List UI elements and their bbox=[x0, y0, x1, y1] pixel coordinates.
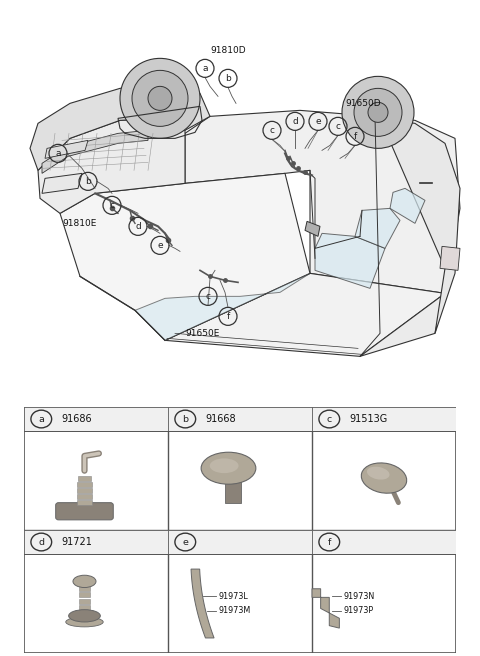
Polygon shape bbox=[305, 221, 320, 236]
Polygon shape bbox=[45, 140, 88, 158]
Polygon shape bbox=[390, 188, 425, 223]
Text: 91810E: 91810E bbox=[62, 219, 96, 228]
Text: a: a bbox=[38, 415, 44, 424]
Text: f: f bbox=[353, 132, 357, 141]
Bar bbox=[312, 530, 456, 554]
Text: 91686: 91686 bbox=[61, 414, 92, 424]
Text: d: d bbox=[135, 222, 141, 231]
Bar bbox=[79, 605, 90, 609]
FancyBboxPatch shape bbox=[56, 502, 113, 520]
Circle shape bbox=[148, 87, 172, 110]
Text: a: a bbox=[55, 149, 61, 158]
Bar bbox=[24, 530, 168, 554]
Text: 91650D: 91650D bbox=[345, 99, 381, 108]
Text: 91810D: 91810D bbox=[210, 46, 246, 55]
Text: a: a bbox=[202, 64, 208, 73]
Text: c: c bbox=[327, 415, 332, 424]
Circle shape bbox=[342, 76, 414, 148]
Text: b: b bbox=[85, 177, 91, 186]
Text: 91973L: 91973L bbox=[218, 592, 248, 601]
Bar bbox=[79, 580, 90, 585]
Bar bbox=[79, 586, 90, 591]
Polygon shape bbox=[42, 173, 82, 194]
Polygon shape bbox=[185, 110, 460, 293]
Text: f: f bbox=[327, 537, 331, 546]
Bar bbox=[79, 598, 90, 604]
Text: d: d bbox=[38, 537, 44, 546]
Text: 91650E: 91650E bbox=[185, 329, 219, 338]
Polygon shape bbox=[440, 247, 460, 270]
Ellipse shape bbox=[73, 575, 96, 588]
Bar bbox=[77, 500, 92, 505]
Polygon shape bbox=[315, 234, 385, 289]
Bar bbox=[24, 407, 168, 432]
Text: c: c bbox=[109, 201, 115, 210]
Text: 91973N: 91973N bbox=[344, 592, 375, 601]
Ellipse shape bbox=[367, 466, 390, 480]
Polygon shape bbox=[60, 173, 310, 340]
Polygon shape bbox=[360, 268, 450, 356]
Bar bbox=[168, 407, 312, 432]
Ellipse shape bbox=[69, 609, 100, 622]
Text: c: c bbox=[205, 292, 211, 301]
Bar bbox=[77, 488, 92, 493]
Ellipse shape bbox=[66, 617, 103, 627]
Bar bbox=[77, 482, 92, 487]
Text: e: e bbox=[182, 537, 188, 546]
Polygon shape bbox=[355, 209, 400, 249]
Polygon shape bbox=[135, 274, 310, 340]
Ellipse shape bbox=[201, 452, 256, 484]
Polygon shape bbox=[312, 589, 339, 628]
Polygon shape bbox=[30, 83, 210, 171]
Text: e: e bbox=[157, 241, 163, 250]
Text: e: e bbox=[315, 117, 321, 126]
Bar bbox=[168, 530, 312, 554]
Circle shape bbox=[120, 58, 200, 138]
Bar bbox=[78, 476, 91, 480]
Circle shape bbox=[354, 89, 402, 136]
Text: 91973M: 91973M bbox=[218, 606, 251, 615]
Bar bbox=[312, 407, 456, 432]
Polygon shape bbox=[42, 131, 148, 173]
Polygon shape bbox=[191, 569, 214, 638]
Text: d: d bbox=[292, 117, 298, 126]
Bar bbox=[79, 592, 90, 598]
Text: c: c bbox=[269, 126, 275, 135]
Polygon shape bbox=[380, 118, 460, 333]
Text: 91973P: 91973P bbox=[344, 606, 374, 615]
Circle shape bbox=[132, 70, 188, 127]
Ellipse shape bbox=[361, 463, 407, 493]
Text: c: c bbox=[336, 122, 340, 131]
Text: b: b bbox=[182, 415, 188, 424]
Polygon shape bbox=[38, 118, 185, 213]
Polygon shape bbox=[165, 274, 445, 356]
Text: 91668: 91668 bbox=[205, 414, 236, 424]
Text: 91721: 91721 bbox=[61, 537, 92, 547]
Text: b: b bbox=[225, 74, 231, 83]
Text: f: f bbox=[227, 312, 229, 321]
Bar bbox=[77, 494, 92, 499]
Ellipse shape bbox=[210, 459, 239, 473]
Bar bbox=[225, 476, 240, 502]
Circle shape bbox=[368, 102, 388, 123]
Text: 91513G: 91513G bbox=[349, 414, 388, 424]
